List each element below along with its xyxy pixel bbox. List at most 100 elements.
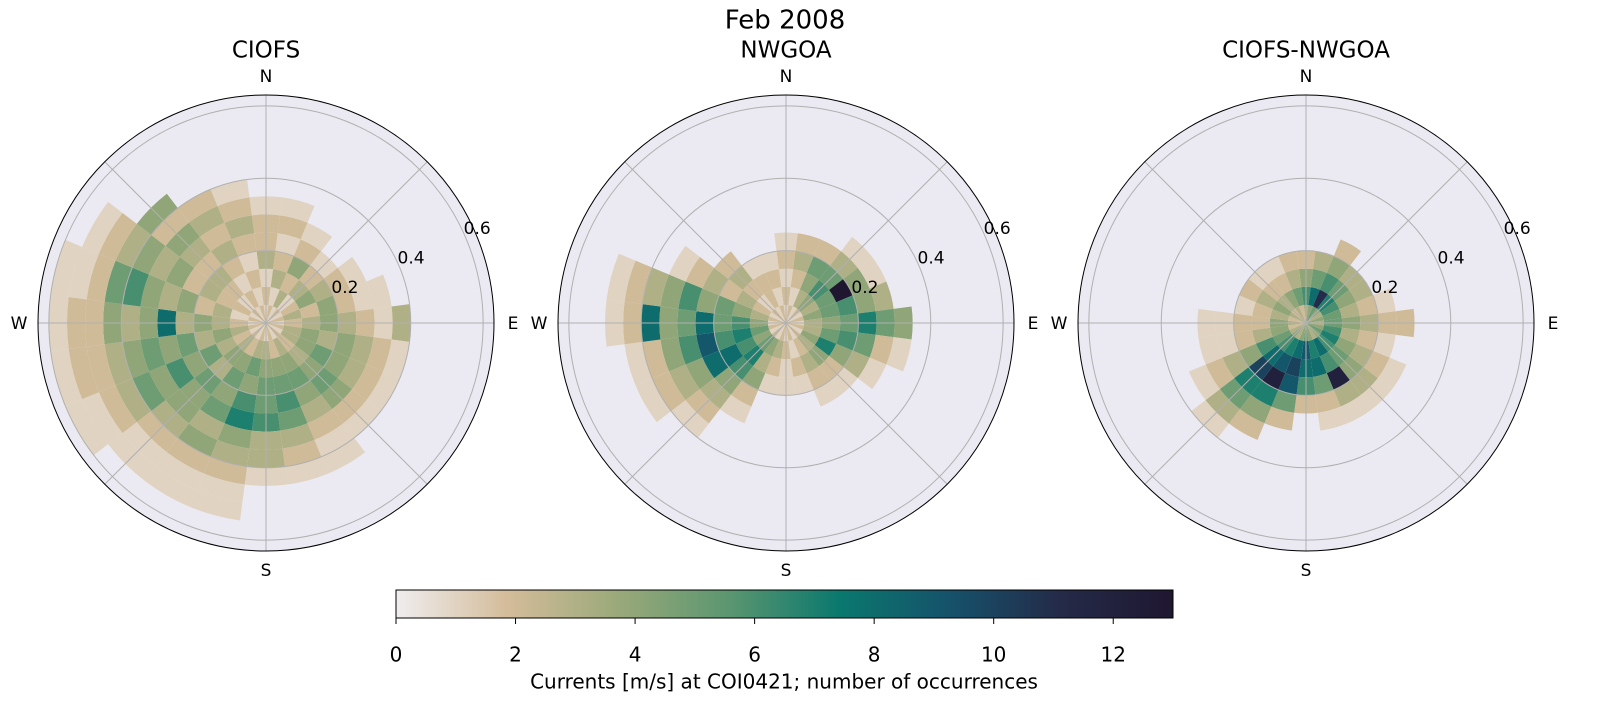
histogram-cell bbox=[268, 287, 280, 307]
histogram-cell bbox=[1272, 351, 1293, 374]
histogram-cell bbox=[788, 339, 800, 359]
radial-tick-label: 0.4 bbox=[918, 248, 945, 268]
histogram-cell bbox=[352, 364, 384, 401]
histogram-cell bbox=[279, 351, 300, 374]
histogram-cell bbox=[660, 274, 686, 309]
histogram-cell bbox=[714, 330, 736, 351]
histogram-cell bbox=[800, 300, 820, 317]
histogram-cell bbox=[282, 309, 302, 321]
histogram-cell bbox=[165, 357, 195, 390]
histogram-cell bbox=[886, 337, 912, 372]
histogram-cell bbox=[82, 201, 123, 254]
histogram-cell bbox=[132, 234, 166, 275]
polar-frame bbox=[1077, 94, 1535, 552]
histogram-cell bbox=[212, 327, 233, 344]
histogram-cell bbox=[176, 332, 200, 358]
histogram-cell bbox=[752, 351, 773, 374]
histogram-cell bbox=[714, 295, 736, 316]
histogram-cell bbox=[199, 222, 232, 252]
histogram-cell bbox=[852, 288, 876, 314]
radial-grid-line bbox=[1088, 105, 1524, 541]
histogram-cell bbox=[765, 356, 782, 377]
histogram-cell bbox=[177, 189, 218, 223]
histogram-cell bbox=[652, 371, 686, 412]
histogram-cell bbox=[232, 300, 252, 317]
histogram-cell bbox=[788, 287, 800, 307]
histogram-cell bbox=[792, 289, 809, 309]
histogram-cell bbox=[1310, 356, 1327, 377]
direction-label: W bbox=[11, 314, 28, 334]
histogram-cell bbox=[286, 256, 311, 280]
histogram-cell bbox=[270, 269, 287, 290]
histogram-cell bbox=[1278, 251, 1299, 273]
histogram-cell bbox=[188, 205, 225, 237]
histogram-cell bbox=[1306, 323, 1323, 335]
histogram-cell bbox=[1326, 366, 1351, 390]
direction-label: N bbox=[260, 67, 273, 87]
histogram-cell bbox=[349, 281, 374, 312]
histogram-cell bbox=[158, 334, 183, 365]
histogram-cell bbox=[1372, 332, 1396, 358]
histogram-cell bbox=[215, 289, 238, 310]
histogram-cell bbox=[795, 233, 821, 257]
histogram-cell bbox=[1271, 389, 1297, 413]
histogram-cell bbox=[814, 336, 837, 357]
histogram-cell bbox=[1294, 323, 1306, 340]
histogram-cell bbox=[1310, 269, 1327, 290]
histogram-cell bbox=[774, 306, 786, 323]
histogram-cell bbox=[279, 272, 300, 295]
histogram-cell bbox=[249, 323, 266, 335]
histogram-cell bbox=[1261, 256, 1286, 280]
histogram-cell bbox=[1239, 278, 1263, 303]
histogram-cell bbox=[802, 309, 822, 321]
histogram-cell bbox=[1356, 295, 1378, 316]
radial-grid-line bbox=[193, 250, 339, 396]
histogram-cell bbox=[1317, 406, 1348, 431]
histogram-cell bbox=[741, 256, 766, 280]
histogram-cell bbox=[148, 364, 180, 401]
histogram-cell bbox=[758, 251, 779, 273]
histogram-cell bbox=[769, 323, 786, 335]
histogram-cell bbox=[158, 281, 183, 312]
histogram-cell bbox=[1278, 373, 1299, 395]
radial-tick-label: 0.6 bbox=[464, 219, 491, 239]
histogram-cell bbox=[1289, 323, 1306, 335]
histogram-cell bbox=[337, 256, 367, 289]
histogram-cell bbox=[752, 300, 772, 317]
histogram-cell bbox=[166, 437, 211, 474]
histogram-cell bbox=[294, 336, 317, 357]
histogram-cell bbox=[272, 337, 289, 357]
histogram-cell bbox=[819, 302, 840, 319]
histogram-cell bbox=[1306, 305, 1313, 323]
histogram-cell bbox=[248, 316, 266, 323]
histogram-cell bbox=[1372, 288, 1396, 314]
histogram-cell bbox=[758, 373, 779, 395]
histogram-cell bbox=[98, 385, 137, 434]
histogram-cell bbox=[280, 300, 300, 317]
histogram-cell bbox=[266, 305, 273, 323]
histogram-cell bbox=[719, 343, 743, 368]
radial-grid-line bbox=[568, 105, 1004, 541]
histogram-cell bbox=[765, 269, 782, 290]
histogram-cell bbox=[284, 456, 329, 485]
direction-label: E bbox=[508, 314, 519, 334]
histogram-cell bbox=[1252, 302, 1273, 319]
histogram-cell bbox=[1340, 394, 1373, 424]
histogram-cell bbox=[1334, 289, 1357, 310]
histogram-cell bbox=[1356, 330, 1378, 351]
histogram-cell bbox=[741, 366, 766, 390]
histogram-cell bbox=[1270, 325, 1290, 337]
histogram-cell bbox=[337, 357, 367, 390]
histogram-cell bbox=[1306, 306, 1318, 323]
histogram-cell bbox=[1349, 343, 1373, 368]
histogram-cell bbox=[1322, 309, 1342, 321]
histogram-cell bbox=[309, 343, 333, 368]
radial-grid-line bbox=[713, 250, 859, 396]
histogram-cell bbox=[750, 309, 770, 321]
histogram-cell bbox=[799, 272, 820, 295]
histogram-cell bbox=[769, 311, 786, 323]
histogram-cell bbox=[802, 325, 822, 337]
histogram-cell bbox=[1288, 323, 1306, 330]
histogram-cell bbox=[772, 287, 784, 307]
histogram-cell bbox=[50, 239, 83, 298]
